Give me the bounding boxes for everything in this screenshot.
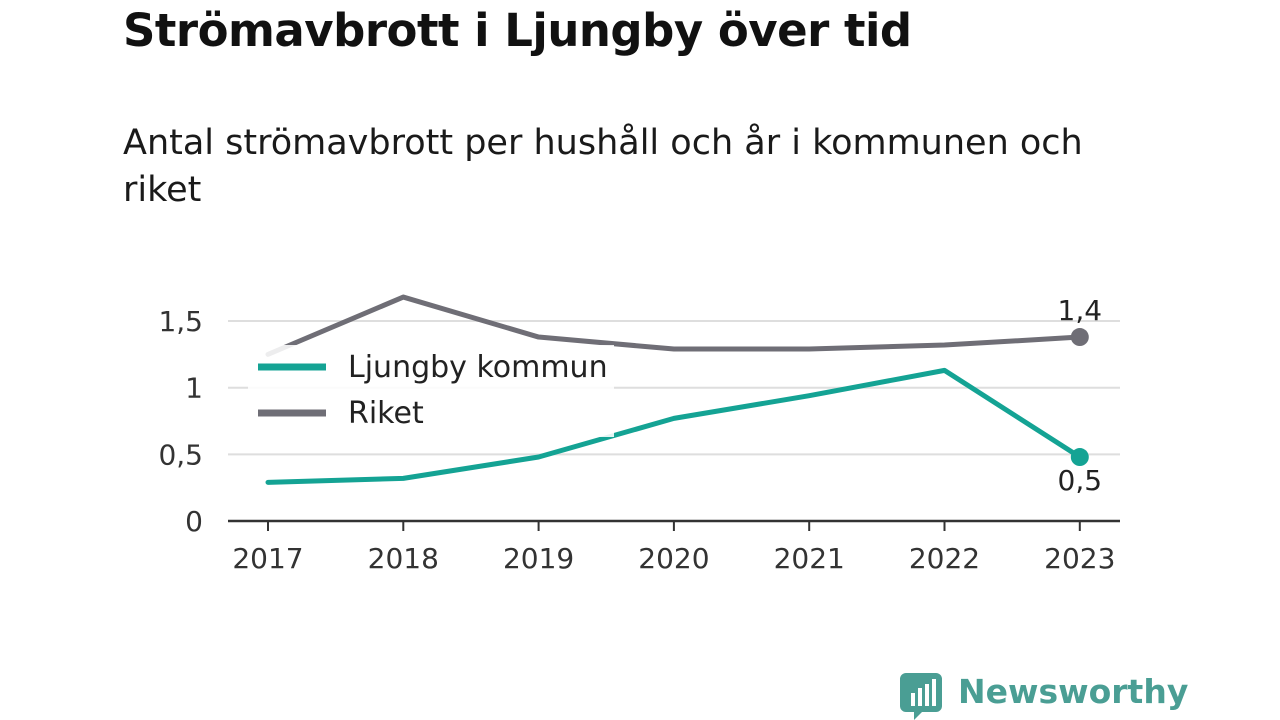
y-axis-ticks: 0 0,5 1 1,5 [158, 305, 203, 538]
newsworthy-logo: Newsworthy [900, 672, 1188, 720]
chart-title: Strömavbrott i Ljungby över tid [123, 4, 912, 57]
legend-background [248, 345, 614, 437]
x-tick-label: 2020 [638, 542, 709, 575]
x-tick-label: 2018 [368, 542, 439, 575]
series-lines [265, 294, 1083, 485]
end-points: 0,5 1,4 [1058, 294, 1103, 497]
y-tick-label: 0,5 [158, 438, 203, 471]
end-value-label: 1,4 [1058, 294, 1103, 327]
end-value-label: 0,5 [1058, 464, 1103, 497]
end-point-marker [1070, 328, 1089, 347]
newsworthy-chart-icon [900, 673, 942, 720]
newsworthy-wordmark: Newsworthy [958, 672, 1188, 711]
end-point-marker [1070, 448, 1089, 467]
x-tick-label: 2021 [774, 542, 845, 575]
x-tick-label: 2023 [1044, 542, 1115, 575]
series-line-riket [265, 294, 1083, 357]
x-axis: 2017 2018 2019 2020 2021 2022 2023 [228, 519, 1120, 575]
x-tick-label: 2019 [503, 542, 574, 575]
y-tick-label: 1 [185, 372, 203, 405]
chart-subtitle: Antal strömavbrott per hushåll och år i … [123, 123, 1083, 210]
legend-label: Riket [348, 396, 424, 431]
y-tick-label: 1,5 [158, 305, 203, 338]
x-tick-label: 2022 [909, 542, 980, 575]
series-line-ljungby-kommun [265, 367, 1083, 485]
legend-label: Ljungby kommun [348, 350, 608, 385]
x-tick-label: 2017 [232, 542, 303, 575]
y-tick-label: 0 [185, 505, 203, 538]
legend: Ljungby kommun Riket [248, 345, 614, 437]
